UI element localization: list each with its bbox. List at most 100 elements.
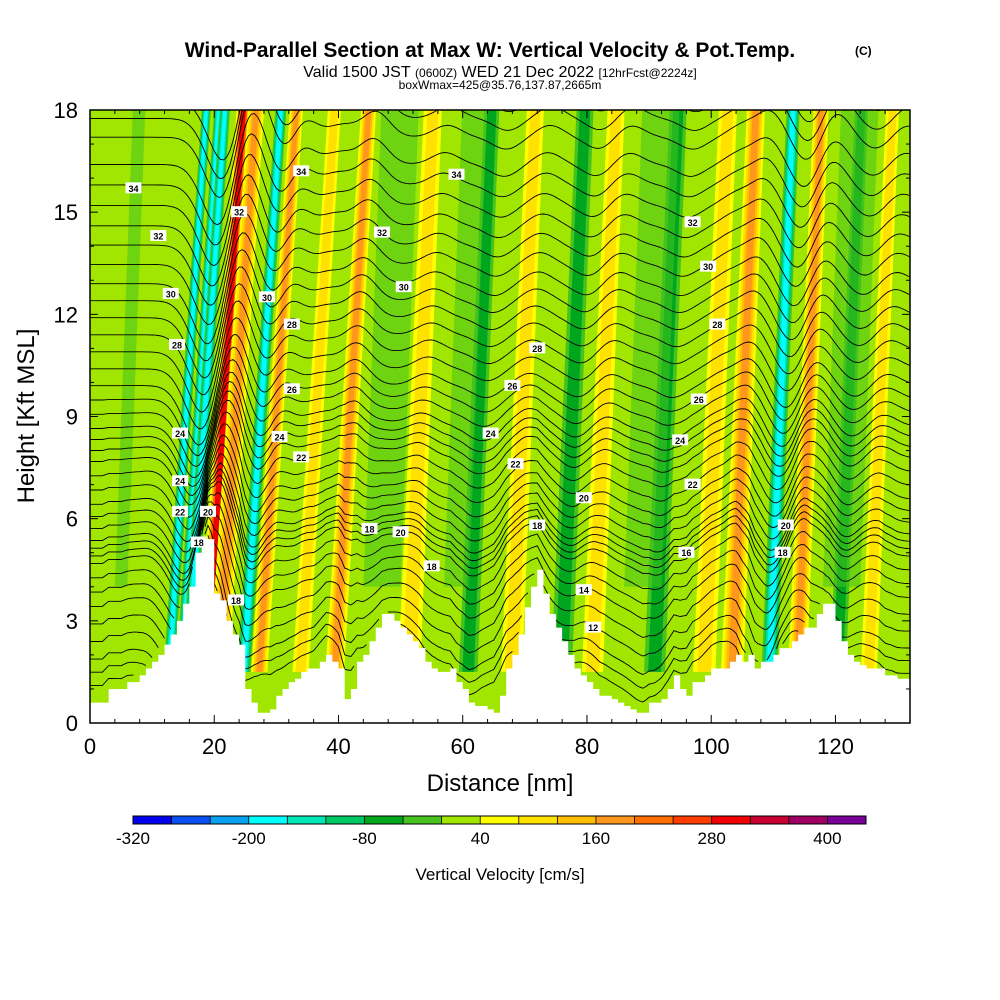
plot-area: 34 34 34 32 32 32 32 30 30 30 30 28 28 28 28 26 26 26 24 24… xyxy=(90,110,910,723)
contour-label-text: 24 xyxy=(175,477,185,487)
y-tick-label: 0 xyxy=(66,711,78,736)
contour-label: 34 xyxy=(448,168,465,180)
theta-contour-line xyxy=(90,507,910,630)
contour-label: 28 xyxy=(283,318,300,330)
contour-label: 20 xyxy=(200,505,217,517)
velocity-band xyxy=(697,110,734,672)
contour-label: 24 xyxy=(172,475,189,487)
y-tick-label: 6 xyxy=(66,507,78,532)
x-tick-label: 80 xyxy=(575,734,599,759)
theta-contour-line xyxy=(90,300,910,413)
theta-contours xyxy=(90,110,910,703)
contour-label: 18 xyxy=(361,522,378,534)
contour-label-box xyxy=(162,287,179,299)
contour-label-text: 24 xyxy=(486,429,496,439)
contour-label-box xyxy=(392,526,409,538)
theta-contour-line xyxy=(193,110,883,161)
contour-label-box xyxy=(575,584,592,596)
contour-label-box xyxy=(529,519,546,531)
contour-label: 18 xyxy=(227,594,244,606)
velocity-band xyxy=(402,110,439,672)
contour-label: 24 xyxy=(172,427,189,439)
contour-label-text: 32 xyxy=(153,232,163,242)
contour-label-text: 34 xyxy=(452,170,462,180)
theta-contour-line xyxy=(90,444,910,553)
chart-subtitle-2: boxWmax=425@35.76,137.87,2665m xyxy=(399,78,602,92)
contour-label-text: 30 xyxy=(703,262,713,272)
theta-contour-line xyxy=(90,380,910,487)
contour-label-text: 18 xyxy=(427,562,437,572)
x-axis-label: Distance [nm] xyxy=(427,770,574,797)
velocity-band xyxy=(295,110,339,672)
contour-label: 26 xyxy=(504,379,521,391)
theta-contour-line xyxy=(90,453,910,563)
colorbar-swatch xyxy=(364,816,404,824)
contour-label: 24 xyxy=(271,430,288,442)
contour-label-box xyxy=(172,475,189,487)
colorbar-swatch xyxy=(634,816,674,824)
contour-labels: 34 34 34 32 32 32 32 30 30 30 30 28 28 28 28 26 26 26 24 24… xyxy=(125,165,794,633)
velocity-band xyxy=(823,110,879,587)
contour-label-box xyxy=(271,430,288,442)
y-tick-label: 18 xyxy=(54,98,78,123)
contour-label: 30 xyxy=(395,281,412,293)
contour-label-text: 28 xyxy=(712,320,722,330)
colorbar-swatch xyxy=(441,816,481,824)
contour-label-text: 28 xyxy=(287,320,297,330)
contour-label-box xyxy=(684,216,701,228)
contour-label: 22 xyxy=(293,451,310,463)
contour-label-text: 18 xyxy=(231,596,241,606)
contour-label-text: 32 xyxy=(234,208,244,218)
colorbar-swatch xyxy=(557,816,597,824)
theta-contour-line xyxy=(90,399,910,506)
x-tick-label: 100 xyxy=(693,734,730,759)
contour-label-box xyxy=(690,393,707,405)
contour-label-text: 22 xyxy=(511,460,521,470)
contour-label-box xyxy=(125,182,142,194)
theta-contour-line xyxy=(90,371,910,478)
contour-label-text: 24 xyxy=(274,432,284,442)
contour-label-box xyxy=(200,505,217,517)
colorbar-tick-label: -200 xyxy=(232,829,266,848)
contour-label-box xyxy=(684,478,701,490)
y-tick-label: 15 xyxy=(54,200,78,225)
contour-label-text: 30 xyxy=(166,289,176,299)
contour-label-text: 30 xyxy=(262,293,272,303)
contour-label-text: 32 xyxy=(377,228,387,238)
contour-label-box xyxy=(504,379,521,391)
contour-label-text: 28 xyxy=(172,340,182,350)
contour-label-box xyxy=(423,560,440,572)
contour-label-text: 20 xyxy=(579,494,589,504)
contour-label-text: 18 xyxy=(194,538,204,548)
contour-label-text: 34 xyxy=(296,167,306,177)
theta-contour-line xyxy=(90,193,910,306)
contour-label-box xyxy=(172,505,189,517)
colorbar-tick-label: -80 xyxy=(352,829,377,848)
colorbar-label: Vertical Velocity [cm/s] xyxy=(415,865,584,884)
contour-label: 24 xyxy=(482,427,499,439)
theta-contour-line xyxy=(90,154,910,267)
theta-contour-line xyxy=(90,133,910,246)
contour-label-box xyxy=(190,536,207,548)
colorbar-swatch xyxy=(788,816,828,824)
colorbar-swatch xyxy=(133,816,173,824)
contour-label: 22 xyxy=(172,505,189,517)
velocity-band xyxy=(554,110,591,672)
theta-contour-line xyxy=(90,423,910,530)
contour-label-box xyxy=(231,206,248,218)
contour-label-text: 30 xyxy=(399,283,409,293)
colorbar-swatch xyxy=(750,816,790,824)
colorbar-swatch xyxy=(325,816,365,824)
contour-label-box xyxy=(150,230,167,242)
y-tick-label: 12 xyxy=(54,302,78,327)
contour-label-box xyxy=(507,458,524,470)
contour-label-box xyxy=(373,226,390,238)
theta-contour-line xyxy=(90,110,910,198)
contour-label-box xyxy=(700,260,717,272)
x-tick-label: 60 xyxy=(450,734,474,759)
theta-contour-line xyxy=(90,515,910,639)
copyright-mark: (C) xyxy=(855,44,872,58)
theta-contour-line xyxy=(90,283,910,396)
theta-contour-line xyxy=(90,411,910,518)
contour-label: 32 xyxy=(373,226,390,238)
